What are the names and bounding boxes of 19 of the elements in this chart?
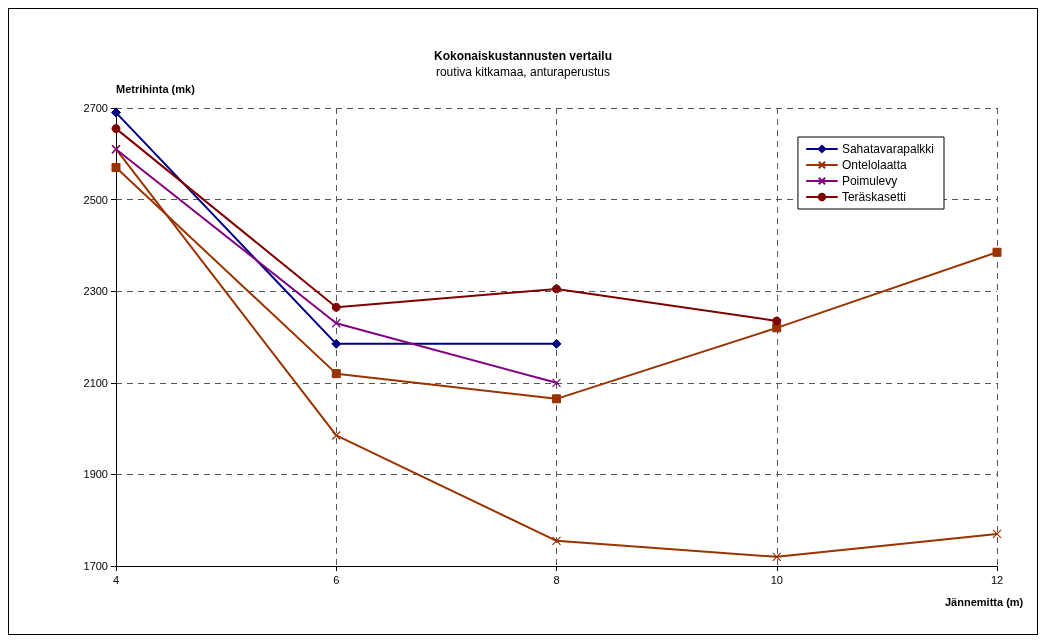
x-tick-label: 12 — [990, 573, 1004, 586]
x-tick-label: 4 — [112, 573, 120, 586]
chart-title: Kokonaiskustannusten vertailu — [433, 49, 613, 63]
y-tick-label: 2500 — [83, 193, 108, 206]
y-tick-label: 2100 — [83, 376, 108, 389]
y-tick-label: 1900 — [83, 468, 108, 481]
y-tick-label: 2300 — [83, 285, 108, 298]
x-axis-title: Jännemitta (m) — [945, 595, 1024, 608]
chart-subtitle: routiva kitkamaa, anturaperustus — [435, 65, 611, 79]
legend-label: Sahatavarapalkki — [841, 142, 935, 156]
y-tick-label: 2700 — [83, 102, 108, 114]
x-tick-label: 8 — [553, 573, 560, 586]
y-axis-title: Metrihinta (mk) — [116, 82, 196, 95]
y-tick-label: 1700 — [83, 560, 108, 572]
legend-label: Teräskasetti — [841, 190, 906, 204]
legend-label: Ontelolaatta — [841, 158, 907, 172]
legend-label: Poimulevy — [841, 174, 898, 188]
x-tick-label: 6 — [333, 573, 340, 586]
x-tick-label: 10 — [770, 573, 783, 586]
